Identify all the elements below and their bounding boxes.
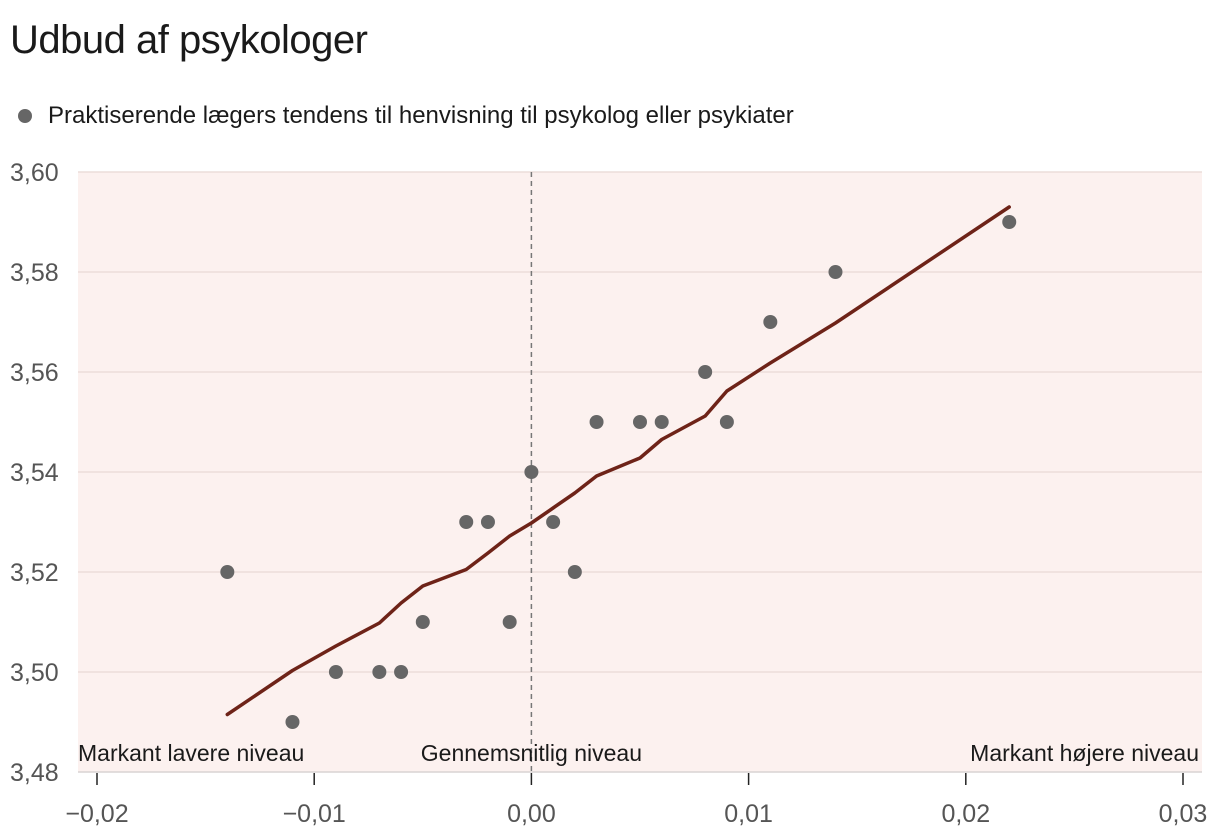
data-point — [285, 715, 300, 729]
trend-line — [225, 205, 1011, 717]
x-tick-label: 0,03 — [1159, 800, 1208, 828]
data-point — [589, 415, 604, 429]
x-tick-label: −0,01 — [283, 800, 346, 828]
data-point — [633, 415, 647, 429]
chart-title: Udbud af psykologer — [10, 18, 368, 62]
data-point — [698, 365, 713, 379]
y-tick-label: 3,58 — [10, 259, 59, 287]
y-tick-label: 3,56 — [10, 359, 59, 387]
data-point — [502, 615, 517, 629]
data-point — [480, 515, 495, 529]
data-point — [1002, 215, 1017, 229]
annotation-higher-level: Markant højere niveau — [970, 740, 1199, 766]
data-point — [567, 565, 582, 579]
legend-marker — [18, 109, 32, 123]
y-tick-label: 3,50 — [10, 659, 59, 687]
data-point — [763, 315, 778, 329]
data-point — [459, 515, 474, 529]
annotation-lower-level: Markant lavere niveau — [78, 740, 304, 766]
data-point — [328, 665, 343, 679]
data-point — [372, 665, 387, 679]
data-point — [719, 415, 734, 429]
data-point — [546, 515, 561, 529]
x-tick-label: 0,01 — [724, 800, 773, 828]
data-point — [394, 665, 409, 679]
y-tick-label: 3,54 — [10, 459, 59, 487]
x-tick-label: −0,02 — [65, 800, 128, 828]
legend-label: Praktiserende lægers tendens til henvisn… — [48, 102, 794, 129]
chart-legend: Praktiserende lægers tendens til henvisn… — [18, 102, 794, 130]
data-point — [654, 415, 669, 429]
data-point — [828, 265, 843, 279]
y-tick-label: 3,60 — [10, 159, 59, 187]
data-point — [524, 465, 539, 479]
x-tick-label: 0,00 — [507, 800, 556, 828]
data-point — [415, 615, 430, 629]
y-tick-label: 3,48 — [10, 759, 59, 787]
annotation-average-level: Gennemsnitlig niveau — [421, 740, 642, 766]
y-tick-label: 3,52 — [10, 559, 59, 587]
x-tick-label: 0,02 — [941, 800, 990, 828]
data-point — [220, 565, 235, 579]
